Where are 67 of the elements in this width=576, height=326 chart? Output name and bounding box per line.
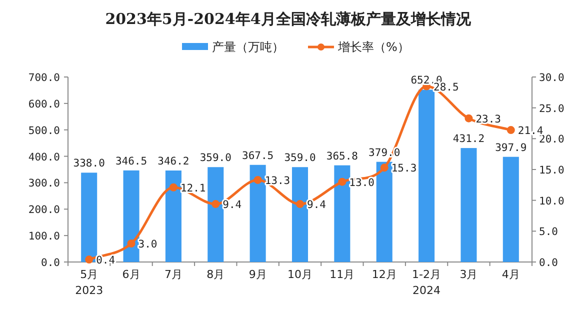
bar — [81, 172, 98, 262]
y2-tick-label: 5.0 — [539, 226, 558, 238]
y2-tick-label: 25.0 — [539, 102, 564, 115]
data-label: 0.4 — [96, 254, 116, 267]
x-tick-label: 1-2月 2024 — [412, 268, 442, 297]
data-label: 338.0 — [73, 158, 105, 170]
data-label: 346.5 — [115, 155, 148, 168]
point — [464, 114, 473, 122]
y-tick-label: 400.0 — [28, 151, 60, 164]
bar — [165, 170, 182, 262]
point — [296, 200, 304, 208]
y-tick-label: 500.0 — [28, 124, 60, 137]
bar — [292, 167, 308, 262]
point — [506, 126, 515, 134]
x-tick-label: 5月 2023 — [75, 268, 104, 297]
x-tick-label: 6月 — [122, 268, 140, 281]
y2-tick-label: 0.0 — [539, 257, 558, 269]
data-label: 13.3 — [264, 174, 290, 187]
data-label: 431.2 — [452, 133, 485, 146]
data-label: 12.1 — [180, 182, 206, 194]
y-tick-label: 200.0 — [28, 204, 60, 216]
y-tick-label: 300.0 — [28, 178, 60, 190]
bar — [250, 164, 266, 262]
legend-label: 产量（万吨） — [212, 40, 284, 54]
data-label: 367.5 — [242, 150, 274, 162]
x-tick-label: 9月 — [248, 268, 267, 281]
data-label: 23.3 — [476, 113, 502, 126]
chart-title: 2023年5月-2024年4月全国冷轧薄板产量及增长情况 — [105, 10, 472, 28]
x-tick-label: 11月 — [330, 268, 355, 281]
point — [212, 200, 220, 208]
point — [85, 256, 94, 264]
data-label: 397.9 — [495, 142, 527, 154]
point — [169, 183, 178, 192]
bar — [208, 167, 224, 262]
data-label: 28.5 — [434, 81, 459, 94]
bar — [123, 170, 140, 262]
bar — [418, 90, 435, 262]
bar — [460, 148, 477, 262]
y-tick-label: 700.0 — [28, 72, 60, 84]
legend-label: 增长率（%） — [337, 40, 410, 54]
x-tick-label: 12月 — [372, 268, 397, 281]
data-label: 3.0 — [138, 238, 158, 250]
y2-tick-label: 10.0 — [539, 195, 564, 208]
y-tick-label: 600.0 — [28, 98, 60, 110]
point — [254, 176, 262, 184]
y2-tick-label: 15.0 — [539, 164, 564, 176]
data-label: 359.0 — [200, 152, 232, 164]
x-tick-label: 10月 — [288, 268, 312, 281]
point — [338, 178, 346, 186]
y-tick-label: 0.0 — [41, 257, 60, 269]
bar — [376, 162, 392, 262]
bar — [502, 156, 519, 262]
data-label: 365.8 — [326, 150, 358, 162]
point — [127, 240, 136, 248]
y-tick-label: 100.0 — [28, 230, 60, 243]
bar — [334, 165, 350, 262]
point — [380, 164, 388, 172]
x-tick-label: 8月 — [206, 268, 225, 281]
x-tick-label: 3月 — [460, 268, 478, 281]
data-label: 15.3 — [391, 162, 417, 175]
x-tick-label: 4月 — [502, 268, 520, 281]
data-label: 13.0 — [349, 176, 374, 189]
data-label: 359.0 — [284, 152, 316, 164]
y2-tick-label: 20.0 — [539, 134, 564, 146]
data-label: 346.2 — [158, 156, 190, 168]
x-tick-label: 7月 — [164, 268, 182, 281]
y2-tick-label: 30.0 — [539, 72, 564, 84]
